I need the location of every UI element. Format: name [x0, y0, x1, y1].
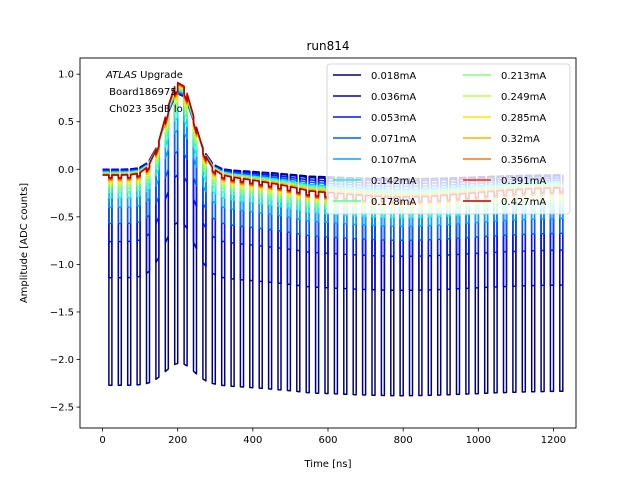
legend-label: 0.142mA [371, 176, 416, 187]
annotation-channel: Ch023 35dB lo [106, 104, 183, 115]
y-tick-label: 0.0 [58, 165, 74, 176]
x-tick-label: 1000 [466, 435, 491, 446]
atlas-annotation: ATLAS Upgrade Board186975 Ch023 35dB lo [105, 70, 183, 115]
legend: 0.018mA 0.036mA 0.053mA 0.071mA 0.107mA 0.142… [326, 63, 571, 215]
x-tick-label: 800 [394, 435, 413, 446]
x-tick-label: 1200 [541, 435, 566, 446]
legend-label: 0.036mA [371, 92, 416, 103]
y-tick-label: 0.5 [58, 117, 74, 128]
legend-label: 0.107mA [371, 155, 416, 166]
y-tick-label: −0.5 [50, 212, 74, 223]
legend-label: 0.213mA [501, 71, 546, 82]
annotation-atlas: ATLAS [105, 70, 138, 81]
annotation-board: Board186975 [106, 87, 177, 98]
x-axis: 0 200 400 600 800 1000 1200 [99, 428, 566, 446]
legend-label: 0.391mA [501, 176, 546, 187]
legend-label: 0.053mA [371, 113, 416, 124]
legend-label: 0.427mA [501, 197, 546, 208]
chart-title: run814 [306, 39, 349, 53]
x-tick-label: 600 [318, 435, 337, 446]
x-tick-label: 400 [243, 435, 262, 446]
y-axis-label: Amplitude [ADC counts] [19, 183, 30, 303]
legend-label: 0.32mA [501, 134, 540, 145]
legend-label: 0.285mA [501, 113, 546, 124]
y-tick-label: 1.0 [58, 70, 74, 81]
legend-frame [326, 63, 571, 215]
annotation-upgrade: Upgrade [137, 70, 183, 81]
legend-label: 0.071mA [371, 134, 416, 145]
y-tick-label: −2.5 [50, 403, 74, 414]
legend-label: 0.178mA [371, 197, 416, 208]
y-tick-label: −2.0 [50, 355, 74, 366]
legend-label: 0.249mA [501, 92, 546, 103]
x-tick-label: 0 [99, 435, 105, 446]
legend-label: 0.356mA [501, 155, 546, 166]
y-tick-label: −1.0 [50, 260, 74, 271]
legend-label: 0.018mA [371, 71, 416, 82]
x-tick-label: 200 [168, 435, 187, 446]
annotation-line-1: ATLAS Upgrade [105, 70, 183, 81]
y-tick-label: −1.5 [50, 307, 74, 318]
x-axis-label: Time [ns] [303, 459, 351, 470]
y-axis: 1.0 0.5 0.0 −0.5 −1.0 −1.5 −2.0 −2.5 [50, 70, 80, 414]
